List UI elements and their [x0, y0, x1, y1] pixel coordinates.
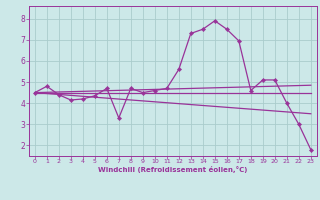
X-axis label: Windchill (Refroidissement éolien,°C): Windchill (Refroidissement éolien,°C): [98, 166, 247, 173]
